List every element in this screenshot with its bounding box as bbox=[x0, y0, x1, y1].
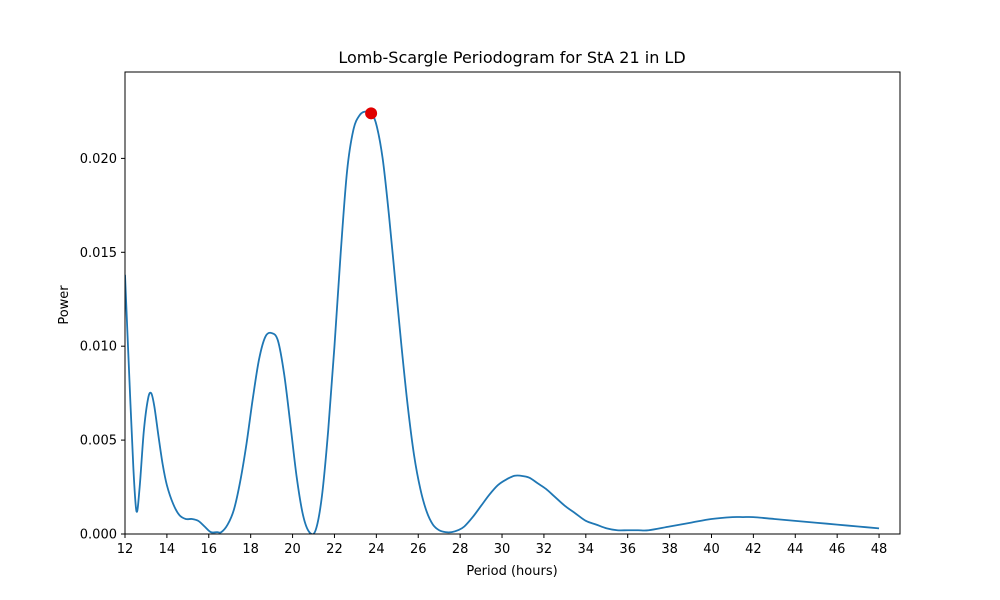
x-tick-label: 42 bbox=[745, 542, 762, 557]
peak-marker bbox=[365, 107, 378, 120]
x-tick-label: 18 bbox=[242, 542, 259, 557]
y-tick-label: 0.000 bbox=[80, 528, 117, 543]
x-tick-label: 38 bbox=[661, 542, 678, 557]
y-axis-ticks: 0.000 0.005 0.010 0.015 0.020 bbox=[80, 152, 125, 543]
x-tick-label: 30 bbox=[494, 542, 511, 557]
x-tick-label: 44 bbox=[787, 542, 804, 557]
x-tick-label: 22 bbox=[326, 542, 343, 557]
x-tick-label: 28 bbox=[452, 542, 469, 557]
chart-title: Lomb-Scargle Periodogram for StA 21 in L… bbox=[338, 48, 685, 67]
x-tick-label: 12 bbox=[117, 542, 134, 557]
x-axis-label: Period (hours) bbox=[466, 564, 557, 579]
x-tick-label: 48 bbox=[871, 542, 888, 557]
x-tick-label: 46 bbox=[829, 542, 846, 557]
x-tick-label: 16 bbox=[201, 542, 218, 557]
x-tick-label: 36 bbox=[619, 542, 636, 557]
x-tick-label: 26 bbox=[410, 542, 427, 557]
y-tick-label: 0.015 bbox=[80, 246, 117, 261]
x-tick-label: 40 bbox=[703, 542, 720, 557]
x-tick-label: 34 bbox=[578, 542, 595, 557]
x-tick-label: 20 bbox=[284, 542, 301, 557]
series-line-0 bbox=[125, 110, 880, 534]
y-axis-label: Power bbox=[57, 285, 72, 325]
y-tick-label: 0.010 bbox=[80, 340, 117, 355]
plot-area bbox=[124, 71, 901, 535]
x-tick-label: 32 bbox=[536, 542, 553, 557]
y-tick-label: 0.005 bbox=[80, 434, 117, 449]
x-tick-label: 14 bbox=[159, 542, 176, 557]
x-axis-ticks: 12 14 16 18 20 22 24 26 28 30 32 34 36 38 40 42 44 46 48 bbox=[117, 534, 888, 557]
plot-frame bbox=[124, 71, 901, 535]
x-tick-label: 24 bbox=[368, 542, 385, 557]
y-tick-label: 0.020 bbox=[80, 152, 117, 167]
